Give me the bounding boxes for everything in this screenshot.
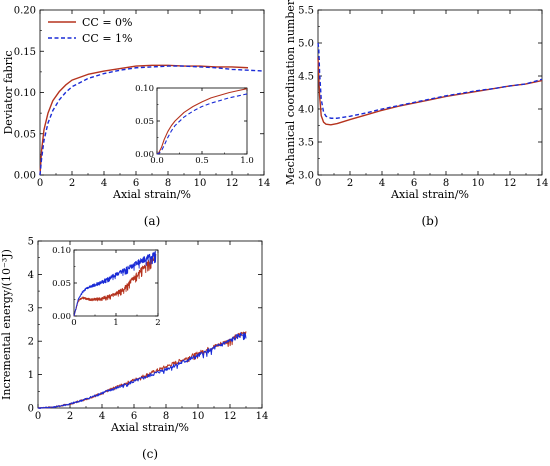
panel-c-ytick-label: 3 xyxy=(28,303,34,314)
inset-a-xtick-label: 0.0 xyxy=(150,156,164,166)
inset-c-xtick-label: 1 xyxy=(113,318,118,328)
panel-a-ytick-label: 0.10 xyxy=(14,88,36,99)
panel-a-xtick-label: 6 xyxy=(133,178,139,189)
inset-a-bg xyxy=(157,88,247,154)
series-b-cc0 xyxy=(317,57,543,126)
panel-c-ytick-label: 4 xyxy=(28,270,34,281)
panel-a-ytick-label: 0.05 xyxy=(14,129,36,140)
panel-c-xtick-label: 6 xyxy=(131,411,137,422)
panel-a-xtick-label: 2 xyxy=(69,178,75,189)
panel-a-ylabel: Deviator fabric xyxy=(2,50,15,134)
panel-c-ytick-label: 5 xyxy=(28,237,34,248)
series-c-cc1 xyxy=(37,332,247,409)
panel-b-xtick-label: 10 xyxy=(472,178,485,189)
inset-series-a-cc0 xyxy=(156,88,248,155)
panel-a-label: (a) xyxy=(144,214,161,228)
inset-a: 0.0 0.5 1.0 0.00 0.05 0.10 xyxy=(135,84,254,166)
panel-c-ylabel: Incremental energy/(10⁻³J) xyxy=(0,249,13,400)
panel-b-ytick-label: 4.0 xyxy=(298,105,314,116)
panel-a-xtick-label: 14 xyxy=(258,178,271,189)
panel-a-xtick-label: 8 xyxy=(165,178,171,189)
panel-b-xtick-label: 8 xyxy=(443,178,449,189)
panel-a-xtick-label: 4 xyxy=(101,178,107,189)
panel-b-ytick-label: 3.5 xyxy=(298,138,314,149)
series-c-cc0 xyxy=(37,331,247,409)
series-b-cc1 xyxy=(317,42,543,119)
inset-a-ytick-label: 0.05 xyxy=(135,117,154,127)
panel-b-ytick-label: 5.5 xyxy=(298,6,314,17)
panel-c-ytick-label: 0 xyxy=(28,404,34,415)
inset-a-xtick-label: 0.5 xyxy=(195,156,209,166)
panel-b-xtick-label: 12 xyxy=(504,178,517,189)
panel-a-xtick-label: 0 xyxy=(37,178,43,189)
panel-b-xtick-label: 14 xyxy=(536,178,549,189)
inset-c-xtick-label: 0 xyxy=(71,318,76,328)
inset-series-c-cc1 xyxy=(73,250,157,317)
panel-c-xtick-label: 4 xyxy=(99,411,105,422)
series-a-cc1 xyxy=(39,65,265,176)
panel-b: 0 2 4 6 8 10 12 14 3.0 3.5 4.0 4.5 5.0 5.5 Axial strai… xyxy=(284,0,548,228)
panel-b-xtick-label: 6 xyxy=(411,178,417,189)
inset-series-c-cc0 xyxy=(73,253,157,317)
panel-b-ytick-label: 5.0 xyxy=(298,39,314,50)
panel-b-ytick-label: 3.0 xyxy=(298,171,314,182)
panel-a-ytick-label: 0.00 xyxy=(14,171,36,182)
inset-a-xtick-label: 1.0 xyxy=(240,156,254,166)
panel-b-xlabel: Axial strain/% xyxy=(390,188,469,201)
panel-c-xtick-label: 2 xyxy=(67,411,73,422)
panel-c-label: (c) xyxy=(142,447,158,461)
panel-c-xtick-label: 14 xyxy=(256,411,269,422)
legend-label-cc1: CC = 1% xyxy=(82,32,133,45)
panel-c-ytick-label: 2 xyxy=(28,337,34,348)
inset-a-ytick-label: 0.00 xyxy=(135,150,154,160)
panel-b-xtick-label: 4 xyxy=(379,178,385,189)
inset-a-ytick-label: 0.10 xyxy=(135,84,154,94)
panel-c-xlabel: Axial strain/% xyxy=(110,421,189,434)
legend-label-cc0: CC = 0% xyxy=(82,16,133,29)
inset-c: 0 1 2 0.00 0.05 0.10 xyxy=(52,246,161,328)
panel-b-ytick-label: 4.5 xyxy=(298,72,314,83)
panel-a-ytick-label: 0.20 xyxy=(14,6,36,17)
series-a-cc0 xyxy=(39,64,249,176)
panel-c-ytick-label: 1 xyxy=(28,370,34,381)
inset-c-ytick-label: 0.10 xyxy=(52,246,71,256)
inset-c-ytick-label: 0.00 xyxy=(52,312,71,322)
panel-c-xtick-label: 8 xyxy=(163,411,169,422)
panel-b-label: (b) xyxy=(421,214,438,228)
panel-b-xtick-label: 0 xyxy=(315,178,321,189)
panel-a-xtick-label: 12 xyxy=(226,178,239,189)
panel-a-ytick-label: 0.15 xyxy=(14,47,36,58)
inset-c-xtick-label: 2 xyxy=(155,318,160,328)
inset-series-a-cc1 xyxy=(156,93,248,155)
panel-c-xtick-label: 0 xyxy=(35,411,41,422)
panel-a: 0 2 4 6 8 10 12 14 0.00 0.05 0.10 0.15 0.20 Axial str… xyxy=(2,6,270,229)
panel-a-xtick-label: 10 xyxy=(194,178,207,189)
panel-b-xtick-label: 2 xyxy=(347,178,353,189)
inset-c-ytick-label: 0.05 xyxy=(52,279,71,289)
panel-b-frame xyxy=(317,9,543,176)
panel-c-xtick-label: 10 xyxy=(192,411,205,422)
panel-b-ylabel: Mechanical coordination number xyxy=(284,0,297,185)
panel-a-xlabel: Axial strain/% xyxy=(112,188,191,201)
panel-c-xtick-label: 12 xyxy=(224,411,237,422)
